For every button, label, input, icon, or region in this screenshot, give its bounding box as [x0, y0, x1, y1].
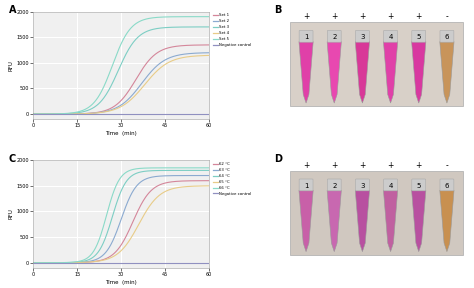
Text: 1: 1 — [304, 183, 308, 189]
FancyBboxPatch shape — [383, 30, 398, 42]
FancyBboxPatch shape — [356, 30, 369, 42]
Text: 4: 4 — [388, 183, 393, 189]
Polygon shape — [356, 42, 370, 103]
Text: +: + — [303, 161, 309, 170]
Text: C: C — [9, 154, 16, 164]
Text: +: + — [416, 12, 422, 21]
X-axis label: Time  (min): Time (min) — [105, 280, 137, 285]
Text: +: + — [359, 161, 365, 170]
Polygon shape — [327, 42, 341, 103]
Text: 1: 1 — [304, 34, 308, 40]
FancyBboxPatch shape — [440, 179, 454, 191]
Text: 3: 3 — [360, 183, 365, 189]
Text: 3: 3 — [360, 34, 365, 40]
Text: 6: 6 — [445, 34, 449, 40]
Text: -: - — [446, 161, 448, 170]
Text: 2: 2 — [332, 183, 337, 189]
Text: B: B — [274, 5, 282, 15]
Text: 5: 5 — [417, 34, 421, 40]
Text: 4: 4 — [388, 34, 393, 40]
Polygon shape — [383, 190, 398, 252]
Text: -: - — [446, 12, 448, 21]
Legend: 62 °C, 63 °C, 64 °C, 65 °C, 66 °C, Negative control: 62 °C, 63 °C, 64 °C, 65 °C, 66 °C, Negat… — [213, 162, 251, 196]
Text: +: + — [359, 12, 365, 21]
Y-axis label: RFU: RFU — [9, 60, 14, 71]
FancyBboxPatch shape — [412, 179, 426, 191]
Polygon shape — [411, 190, 426, 252]
FancyBboxPatch shape — [440, 30, 454, 42]
Text: 5: 5 — [417, 183, 421, 189]
FancyBboxPatch shape — [290, 22, 463, 106]
X-axis label: Time  (min): Time (min) — [105, 131, 137, 136]
FancyBboxPatch shape — [356, 179, 369, 191]
Polygon shape — [356, 190, 370, 252]
Polygon shape — [440, 42, 454, 103]
Polygon shape — [440, 190, 454, 252]
Text: +: + — [331, 12, 337, 21]
Text: +: + — [387, 12, 394, 21]
Text: +: + — [303, 12, 309, 21]
Text: +: + — [416, 161, 422, 170]
FancyBboxPatch shape — [299, 179, 313, 191]
Polygon shape — [299, 190, 313, 252]
Text: +: + — [387, 161, 394, 170]
FancyBboxPatch shape — [327, 30, 341, 42]
FancyBboxPatch shape — [412, 30, 426, 42]
Polygon shape — [327, 190, 341, 252]
FancyBboxPatch shape — [299, 30, 313, 42]
Legend: Set 1, Set 2, Set 3, Set 4, Set 5, Negative control: Set 1, Set 2, Set 3, Set 4, Set 5, Negat… — [213, 14, 251, 47]
Polygon shape — [299, 42, 313, 103]
FancyBboxPatch shape — [290, 171, 463, 255]
Text: D: D — [274, 154, 283, 164]
Text: A: A — [9, 5, 16, 15]
Y-axis label: RFU: RFU — [9, 209, 14, 219]
Text: 6: 6 — [445, 183, 449, 189]
FancyBboxPatch shape — [383, 179, 398, 191]
FancyBboxPatch shape — [327, 179, 341, 191]
Polygon shape — [383, 42, 398, 103]
Polygon shape — [411, 42, 426, 103]
Text: 2: 2 — [332, 34, 337, 40]
Text: +: + — [331, 161, 337, 170]
